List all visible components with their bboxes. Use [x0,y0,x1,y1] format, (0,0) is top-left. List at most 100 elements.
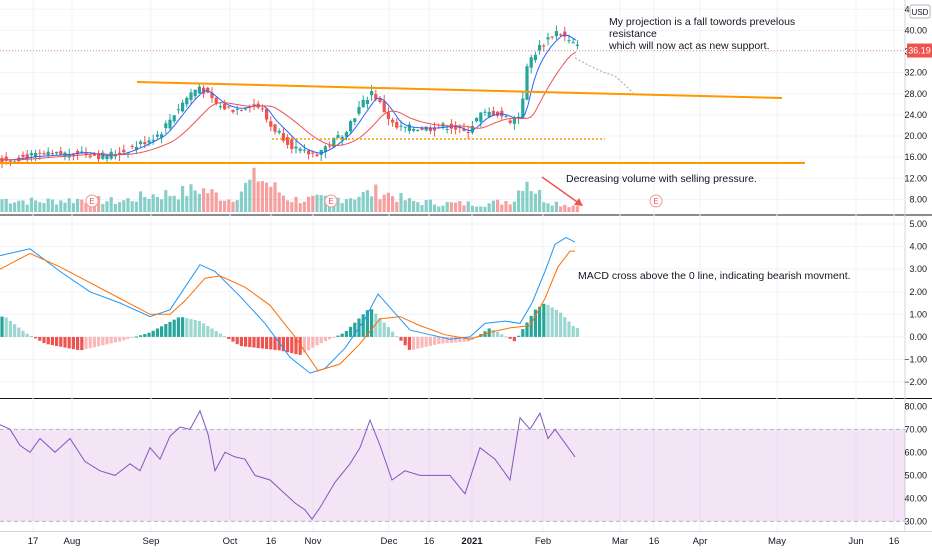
candle-body [340,136,344,140]
volume-bar [231,201,235,212]
candle-body [559,34,563,36]
volume-bar [176,199,180,212]
macd-histogram-bar [370,309,374,337]
macd-histogram-bar [286,336,290,353]
candle-body [546,37,550,40]
volume-bar [88,204,92,212]
candle-body [105,155,109,160]
volume-bar [202,188,206,212]
macd-histogram-bar [17,327,21,337]
candle-body [244,108,248,110]
macd-histogram-bar [101,336,105,346]
macd-histogram-bar [420,336,424,348]
volume-bar [302,201,306,212]
macd-histogram-bar [273,336,277,350]
candle-body [223,103,227,110]
earnings-marker [324,194,338,208]
earnings-marker-label: E [653,197,658,206]
x-tick-label: Mar [612,536,628,547]
macd-histogram-bar [139,335,143,337]
volume-bar [235,200,239,212]
volume-bar [76,198,80,212]
candle-body [407,124,411,131]
volume-bar [559,206,563,212]
candle-body [323,146,327,153]
macd-histogram-bar [315,336,319,346]
macd-histogram-bar [349,326,353,337]
volume-bar [130,201,134,212]
candle-body [239,109,243,111]
candle-body [189,92,193,100]
volume-bar [248,179,252,212]
macd-histogram-bar [277,336,281,351]
candle-body [445,129,449,131]
candle-body [399,125,403,127]
macd-histogram-bar [197,320,201,337]
volume-bar [113,203,117,212]
volume-bar [0,199,4,212]
volume-bar [307,196,311,212]
candle-body [391,119,395,123]
macd-histogram-bar [214,331,218,337]
volume-bar [80,199,84,212]
macd-histogram-bar [155,328,159,337]
macd-histogram-bar [504,336,508,338]
volume-bar [50,199,54,212]
volume-bar [365,190,369,212]
macd-histogram-bar [533,309,537,337]
volume-bar [143,196,147,212]
candle-body [97,153,101,160]
volume-bar [420,205,424,212]
macd-histogram-bar [508,336,512,339]
candle-body [487,111,491,118]
macd-histogram-bar [294,336,298,355]
price-tick-label: 32.00 [904,68,927,78]
volume-bar [46,198,50,212]
volume-bar [139,191,143,212]
volume-bar [13,202,17,212]
volume-bar [227,199,231,212]
x-tick-label: 16 [424,536,435,547]
volume-bar [529,191,533,212]
macd-histogram-bar [92,336,96,348]
macd-histogram-bar [8,320,12,337]
volume-bar [151,194,155,212]
volume-bar [63,202,67,212]
volume-bar [286,200,290,212]
volume-bar [269,186,273,212]
currency-label: USD [912,8,929,17]
macd-histogram-bar [176,317,180,337]
volume-bar [428,199,432,212]
macd-histogram-bar [365,310,369,337]
macd-histogram-bar [38,336,42,341]
macd-histogram-bar [113,336,117,343]
macd-histogram-bar [336,335,340,337]
candle-body [357,107,361,114]
macd-note: MACD cross above the 0 line, indicating … [578,270,851,282]
macd-tick-label: 4.00 [909,242,927,252]
candle-body [521,98,525,119]
candle-body [143,142,147,145]
candle-body [8,160,12,162]
volume-bar [504,200,508,212]
candle-body [550,36,554,38]
candle-body [76,150,80,155]
volume-bar [84,202,88,212]
macd-histogram-bar [378,318,382,337]
macd-histogram-bar [206,325,210,337]
macd-histogram-bar [143,333,147,337]
candle-body [147,140,151,143]
macd-histogram-bar [269,336,273,350]
volume-bar [382,194,386,212]
rsi-panel [0,409,905,522]
candle-body [533,54,537,61]
volume-bar [164,190,168,212]
volume-bar [340,203,344,212]
macd-histogram-bar [546,304,550,337]
volume-bar [416,202,420,212]
volume-bar [185,195,189,212]
macd-histogram-bar [256,336,260,349]
projection-path [574,57,634,94]
volume-bar [67,198,71,212]
volume-bar [256,181,260,212]
